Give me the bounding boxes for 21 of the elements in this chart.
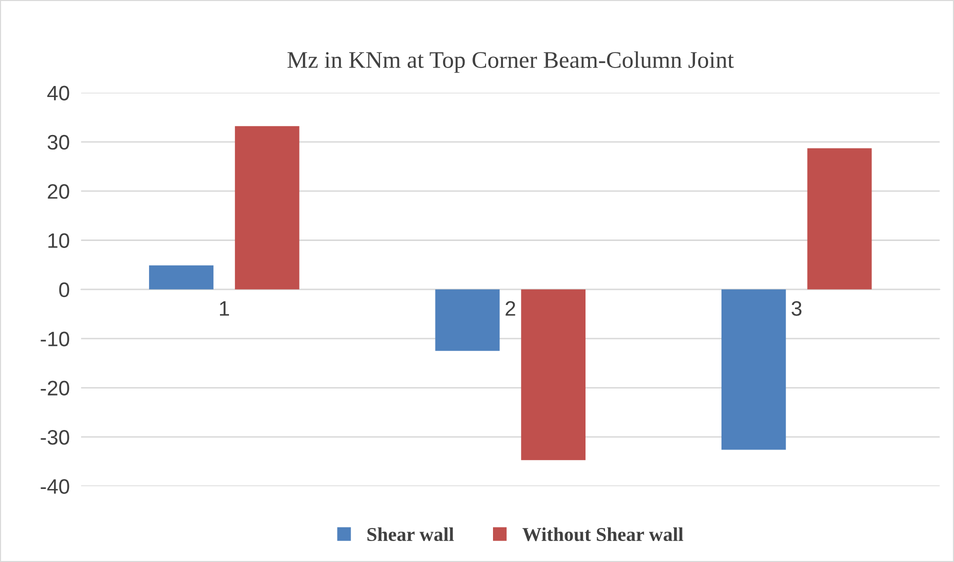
legend-label: Shear wall xyxy=(367,527,454,542)
y-tick-label: 20 xyxy=(48,184,70,199)
bar xyxy=(807,148,872,290)
y-tick-label: -20 xyxy=(40,380,70,396)
x-tick-label: 3 xyxy=(792,301,802,316)
x-tick-label: 2 xyxy=(506,301,516,316)
bar xyxy=(521,289,586,460)
x-tick-label: 1 xyxy=(220,301,229,316)
bar xyxy=(149,265,214,290)
y-tick-label: 30 xyxy=(48,134,70,150)
y-tick-label: -40 xyxy=(40,479,70,494)
y-tick-label: 40 xyxy=(47,86,70,100)
y-tick-label: 10 xyxy=(48,233,70,248)
chart-title: Mz in KNm at Top Corner Beam-Column Joint xyxy=(287,51,734,73)
y-tick-label: -30 xyxy=(40,430,70,445)
y-tick-label: 0 xyxy=(59,282,70,298)
bar xyxy=(234,126,300,290)
bar xyxy=(721,289,786,450)
legend-label: Without Shear wall xyxy=(522,527,684,542)
y-tick-label: -10 xyxy=(40,332,70,346)
bar xyxy=(435,289,500,351)
